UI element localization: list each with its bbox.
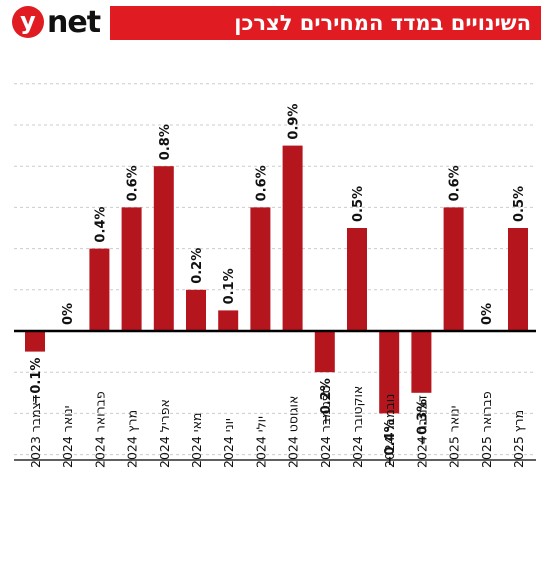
data-label: 0.1% (222, 268, 237, 304)
bar (379, 331, 400, 414)
x-tick-label: ינואר 2025 (447, 406, 462, 468)
bar (411, 331, 432, 393)
data-label: −0.4% (383, 419, 398, 466)
logo-mark: y (12, 6, 44, 38)
data-label: 0% (480, 303, 495, 325)
x-tick-label: אוקטובר 2024 (350, 386, 365, 468)
bar (347, 228, 367, 331)
x-tick-label: יולי 2024 (253, 416, 268, 468)
x-tick-label: פברואר 2025 (479, 391, 494, 468)
data-label: 0.5% (512, 186, 527, 222)
x-tick-label: אפריל 2024 (157, 399, 172, 468)
x-tick-label: נובמבר 2024 (382, 394, 397, 468)
x-tick-label: יוני 2024 (221, 418, 236, 468)
x-tick-label: אוגוסט 2024 (286, 396, 301, 468)
data-label: 0.9% (287, 104, 302, 140)
bar (443, 207, 464, 331)
bar (25, 331, 45, 352)
x-tick-label: פברואר 2024 (92, 391, 107, 468)
x-tick-label: מרץ 2024 (125, 410, 140, 468)
logo-text: net (47, 4, 101, 40)
data-label: 0.6% (448, 165, 463, 201)
x-tick-label: ינואר 2024 (60, 406, 75, 468)
data-label: 0.6% (254, 165, 269, 201)
x-tick-label: ספטמבר 2024 (318, 385, 333, 468)
data-label: 0.6% (126, 165, 141, 201)
bar (89, 248, 110, 331)
data-label: −0.1% (29, 358, 44, 405)
data-label: 0.4% (93, 207, 108, 243)
chart-header: y net השינויים במדד המחירים לצרכן (0, 0, 547, 44)
bar (250, 207, 271, 331)
bar (186, 289, 206, 331)
ynet-logo: y net (12, 4, 101, 40)
data-label: −0.2% (319, 378, 334, 425)
bar (121, 207, 142, 331)
data-label: 0% (61, 303, 76, 325)
x-tick-label: מאי 2024 (189, 413, 204, 468)
data-label: 0.2% (190, 248, 205, 284)
x-tick-label: דצמבר 2023 (28, 395, 43, 468)
data-label: 0.8% (158, 124, 173, 160)
bar (282, 145, 303, 331)
bar (314, 331, 335, 373)
bar (508, 228, 528, 331)
x-tick-label: מרץ 2025 (511, 410, 526, 468)
x-tick-label: דצמבר 2024 (414, 395, 429, 468)
chart-title: השינויים במדד המחירים לצרכן (110, 6, 541, 40)
data-label: −0.3% (415, 399, 430, 446)
bar (153, 166, 174, 331)
data-label: 0.5% (351, 186, 366, 222)
bar (218, 310, 239, 331)
